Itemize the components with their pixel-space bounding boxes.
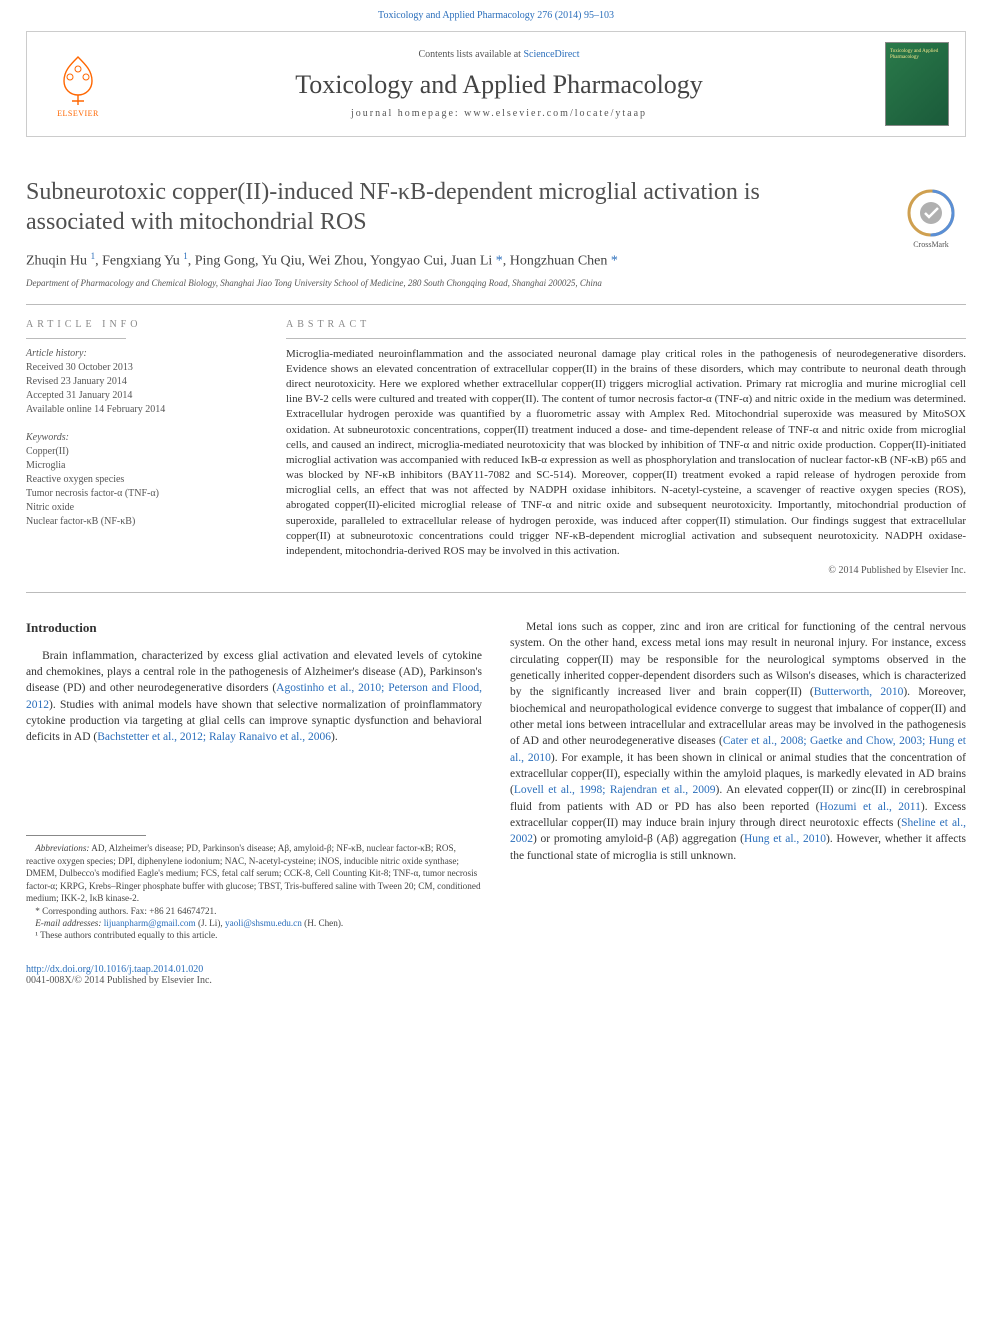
article-info-label: article info [26, 319, 246, 330]
keyword: Tumor necrosis factor-α (TNF-α) [26, 487, 246, 501]
divider [26, 592, 966, 593]
email-footnote: E-mail addresses: lijuanpharm@gmail.com … [26, 917, 482, 929]
affiliation: Department of Pharmacology and Chemical … [26, 278, 966, 288]
meta-row: article info Article history: Received 3… [26, 319, 966, 576]
cover-title-text: Toxicology and Applied Pharmacology [890, 49, 944, 61]
history-line: Available online 14 February 2014 [26, 403, 246, 417]
history-label: Article history: [26, 347, 246, 361]
authors-line: Zhuqin Hu 1, Fengxiang Yu 1, Ping Gong, … [26, 251, 966, 270]
article-header: CrossMark Subneurotoxic copper(II)-induc… [26, 177, 966, 288]
journal-header: ELSEVIER Contents lists available at Sci… [26, 31, 966, 137]
body-paragraph: Metal ions such as copper, zinc and iron… [510, 619, 966, 864]
email-who: (H. Chen). [302, 918, 343, 928]
journal-cover-thumb: Toxicology and Applied Pharmacology [885, 42, 949, 126]
divider-short [26, 338, 126, 339]
contents-line: Contents lists available at ScienceDirec… [113, 49, 885, 60]
abbrev-label: Abbreviations: [35, 843, 89, 853]
footnotes: Abbreviations: AD, Alzheimer's disease; … [26, 835, 482, 941]
keyword: Nuclear factor-κB (NF-κB) [26, 515, 246, 529]
abstract-text: Microglia-mediated neuroinflammation and… [286, 347, 966, 559]
body-columns: Introduction Brain inflammation, charact… [26, 619, 966, 942]
elsevier-tree-icon [50, 51, 106, 107]
divider [26, 304, 966, 305]
publisher-logo: ELSEVIER [43, 44, 113, 124]
divider-short [286, 338, 966, 339]
equal-contrib-footnote: ¹ These authors contributed equally to t… [26, 929, 482, 941]
crossmark-label: CrossMark [913, 240, 949, 249]
keyword: Nitric oxide [26, 501, 246, 515]
keywords-block: Keywords: Copper(II) Microglia Reactive … [26, 431, 246, 529]
intro-heading: Introduction [26, 619, 482, 637]
keyword: Reactive oxygen species [26, 473, 246, 487]
corresponding-footnote: * Corresponding authors. Fax: +86 21 646… [26, 905, 482, 917]
sciencedirect-link[interactable]: ScienceDirect [523, 49, 579, 60]
intro-paragraph: Brain inflammation, characterized by exc… [26, 648, 482, 746]
crossmark-icon [906, 188, 956, 238]
running-head: Toxicology and Applied Pharmacology 276 … [0, 0, 992, 25]
publisher-name: ELSEVIER [57, 109, 99, 118]
article-info-block: article info Article history: Received 3… [26, 319, 246, 576]
issn-copyright: 0041-008X/© 2014 Published by Elsevier I… [26, 975, 212, 986]
abstract-block: abstract Microglia-mediated neuroinflamm… [286, 319, 966, 576]
page-footer: http://dx.doi.org/10.1016/j.taap.2014.01… [26, 964, 966, 986]
abbreviations-footnote: Abbreviations: AD, Alzheimer's disease; … [26, 842, 482, 904]
email-who: (J. Li), [196, 918, 225, 928]
homepage-prefix: journal homepage: [351, 108, 464, 119]
article-history: Article history: Received 30 October 201… [26, 347, 246, 417]
running-head-link[interactable]: Toxicology and Applied Pharmacology 276 … [378, 10, 614, 21]
abstract-label: abstract [286, 319, 966, 330]
doi-link[interactable]: http://dx.doi.org/10.1016/j.taap.2014.01… [26, 964, 203, 975]
journal-homepage: journal homepage: www.elsevier.com/locat… [113, 108, 885, 119]
crossmark-badge[interactable]: CrossMark [896, 183, 966, 253]
homepage-url[interactable]: www.elsevier.com/locate/ytaap [464, 108, 647, 119]
right-column: Metal ions such as copper, zinc and iron… [510, 619, 966, 942]
email-label: E-mail addresses: [35, 918, 101, 928]
email-link[interactable]: lijuanpharm@gmail.com [104, 918, 196, 928]
footnote-rule [26, 835, 146, 836]
contents-prefix: Contents lists available at [418, 49, 523, 60]
keywords-label: Keywords: [26, 431, 246, 445]
article-title: Subneurotoxic copper(II)-induced NF-κB-d… [26, 177, 826, 237]
left-column: Introduction Brain inflammation, charact… [26, 619, 482, 942]
history-line: Revised 23 January 2014 [26, 375, 246, 389]
abbrev-text: AD, Alzheimer's disease; PD, Parkinson's… [26, 843, 481, 903]
history-line: Accepted 31 January 2014 [26, 389, 246, 403]
journal-header-center: Contents lists available at ScienceDirec… [113, 49, 885, 119]
abstract-copyright: © 2014 Published by Elsevier Inc. [286, 565, 966, 576]
keyword: Copper(II) [26, 445, 246, 459]
email-link[interactable]: yaoli@shsmu.edu.cn [225, 918, 302, 928]
journal-title: Toxicology and Applied Pharmacology [113, 70, 885, 100]
history-line: Received 30 October 2013 [26, 361, 246, 375]
keyword: Microglia [26, 459, 246, 473]
